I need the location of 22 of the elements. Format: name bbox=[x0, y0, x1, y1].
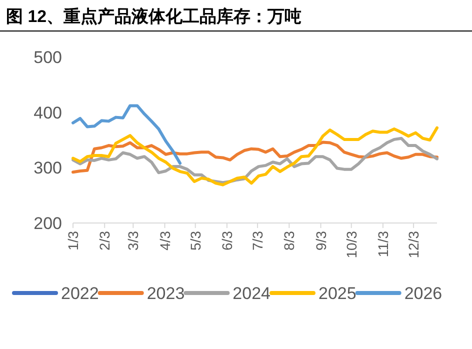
x-tick-label: 4/3 bbox=[156, 230, 173, 250]
x-tick-label: 8/3 bbox=[281, 230, 298, 250]
x-tick-label: 7/3 bbox=[250, 230, 266, 250]
x-tick-label: 11/3 bbox=[374, 230, 391, 258]
y-tick-label: 200 bbox=[34, 214, 62, 233]
x-tick-label: 10/3 bbox=[343, 230, 360, 258]
y-tick-label: 500 bbox=[34, 48, 62, 67]
legend-label: 2024 bbox=[232, 284, 270, 303]
legend-label: 2022 bbox=[61, 284, 99, 303]
x-tick-label: 5/3 bbox=[187, 230, 204, 250]
legend-label: 2026 bbox=[404, 284, 442, 303]
legend-label: 2025 bbox=[318, 284, 356, 303]
y-tick-label: 300 bbox=[34, 158, 62, 178]
x-tick-label: 9/3 bbox=[312, 230, 329, 250]
title: 图 12、重点产品液体化工品库存：万吨 bbox=[6, 7, 302, 26]
x-tick-label: 12/3 bbox=[406, 230, 422, 258]
x-tick-label: 1/3 bbox=[65, 230, 81, 250]
y-tick-label: 400 bbox=[34, 103, 62, 122]
legend-label: 2023 bbox=[146, 284, 185, 303]
x-tick-label: 6/3 bbox=[218, 230, 235, 250]
x-tick-label: 3/3 bbox=[125, 230, 142, 250]
x-tick-label: 2/3 bbox=[96, 230, 113, 250]
